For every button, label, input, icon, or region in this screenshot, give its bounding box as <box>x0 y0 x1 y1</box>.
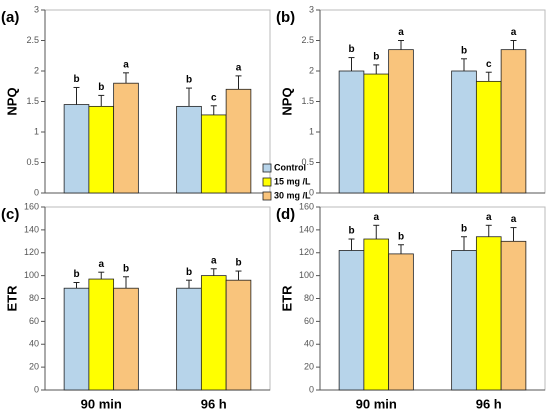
y-tick-label: 60 <box>304 316 314 326</box>
significance-letter: b <box>348 226 354 237</box>
significance-letter: b <box>73 269 79 280</box>
y-tick-label: 2 <box>309 65 314 75</box>
y-tick-label: 2.5 <box>26 35 39 45</box>
significance-letter: a <box>373 212 379 223</box>
legend-label: 30 mg /L <box>274 190 311 200</box>
bar <box>451 250 477 391</box>
bar <box>176 287 202 391</box>
significance-letter: b <box>73 74 79 85</box>
x-tick-label: 96 h <box>201 396 227 411</box>
y-axis-label: NPQ <box>279 87 294 115</box>
legend-swatch <box>262 191 272 201</box>
y-tick-label: 140 <box>24 224 39 234</box>
bar <box>388 49 414 194</box>
y-tick-label: 1 <box>34 126 39 136</box>
bar <box>63 104 90 194</box>
significance-letter: b <box>98 82 104 93</box>
legend-swatch <box>262 177 272 187</box>
bar <box>225 279 252 391</box>
bar <box>176 105 202 194</box>
y-tick-label: 3 <box>309 4 314 14</box>
bar <box>500 49 527 194</box>
y-tick-label: 0 <box>34 384 39 394</box>
significance-letter: b <box>235 258 241 269</box>
bar <box>451 70 477 194</box>
y-tick-label: 0.5 <box>26 157 39 167</box>
y-tick-label: 80 <box>29 293 39 303</box>
y-tick-label: 60 <box>29 316 39 326</box>
x-tick-label: 96 h <box>476 396 502 411</box>
y-tick-label: 0 <box>309 187 314 197</box>
x-tick-label: 90 min <box>356 396 397 411</box>
y-tick-label: 120 <box>24 247 39 257</box>
significance-letter: a <box>211 255 217 266</box>
y-tick-label: 0.5 <box>301 157 314 167</box>
bar <box>200 114 227 194</box>
bar <box>338 250 365 391</box>
significance-letter: a <box>236 63 242 74</box>
significance-letter: b <box>186 267 192 278</box>
bar <box>88 278 115 391</box>
y-tick-label: 0 <box>309 384 314 394</box>
y-tick-label: 40 <box>304 339 314 349</box>
bar <box>475 80 502 194</box>
significance-letter: b <box>461 223 467 234</box>
legend-swatch <box>262 163 272 173</box>
significance-letter: a <box>511 214 517 225</box>
y-tick-label: 140 <box>299 224 314 234</box>
panel-label: (a) <box>1 9 19 26</box>
significance-letter: a <box>123 59 129 70</box>
bar <box>363 73 390 194</box>
significance-letter: a <box>98 259 104 270</box>
panel-label: (d) <box>276 206 295 223</box>
significance-letter: b <box>461 45 467 56</box>
bar <box>200 275 227 391</box>
y-tick-label: 20 <box>304 362 314 372</box>
significance-letter: b <box>348 44 354 55</box>
bar <box>475 236 502 391</box>
bar <box>500 240 527 391</box>
y-tick-label: 100 <box>299 270 314 280</box>
significance-letter: a <box>486 212 492 223</box>
bar <box>225 88 252 194</box>
bar <box>63 287 90 391</box>
y-tick-label: 3 <box>34 4 39 14</box>
y-tick-label: 0 <box>34 187 39 197</box>
legend-label: Control <box>274 162 306 172</box>
y-tick-label: 1 <box>309 126 314 136</box>
y-axis-label: NPQ <box>4 87 19 115</box>
significance-letter: a <box>511 27 517 38</box>
y-axis-label: ETR <box>4 285 19 312</box>
y-tick-label: 40 <box>29 339 39 349</box>
y-tick-label: 120 <box>299 247 314 257</box>
bar <box>113 82 139 194</box>
y-tick-label: 80 <box>304 293 314 303</box>
significance-letter: c <box>486 59 492 70</box>
bar <box>88 105 115 194</box>
y-tick-label: 160 <box>24 201 39 211</box>
panel-label: (c) <box>1 206 19 223</box>
significance-letter: a <box>398 27 404 38</box>
legend-label: 15 mg /L <box>274 176 311 186</box>
y-tick-label: 1.5 <box>26 96 39 106</box>
y-axis-label: ETR <box>279 285 294 312</box>
y-tick-label: 2 <box>34 65 39 75</box>
y-tick-label: 20 <box>29 362 39 372</box>
bar <box>388 253 414 391</box>
bar <box>338 70 365 194</box>
significance-letter: b <box>373 52 379 63</box>
x-tick-label: 90 min <box>81 396 122 411</box>
significance-letter: b <box>398 231 404 242</box>
y-tick-label: 1.5 <box>301 96 314 106</box>
y-tick-label: 2.5 <box>301 35 314 45</box>
bar <box>363 238 390 391</box>
y-tick-label: 160 <box>299 201 314 211</box>
y-tick-label: 100 <box>24 270 39 280</box>
significance-letter: c <box>211 92 217 103</box>
bar <box>113 287 139 391</box>
significance-letter: b <box>123 263 129 274</box>
panel-label: (b) <box>276 9 295 26</box>
significance-letter: b <box>186 75 192 86</box>
